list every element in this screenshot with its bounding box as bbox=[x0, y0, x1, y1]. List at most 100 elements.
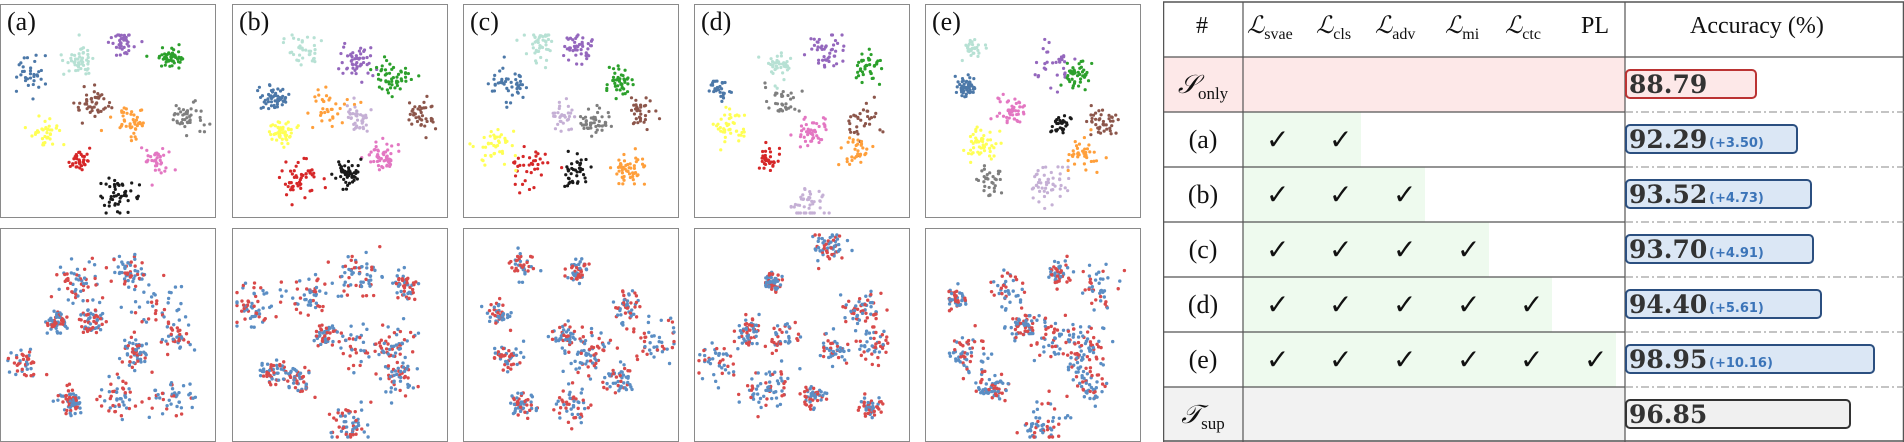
scatter-point bbox=[392, 330, 397, 335]
scatter-point bbox=[125, 111, 129, 115]
scatter-point bbox=[414, 280, 418, 284]
scatter-point bbox=[509, 311, 513, 315]
scatter-point bbox=[1091, 345, 1096, 350]
scatter-point bbox=[964, 79, 969, 83]
scatter-point bbox=[788, 56, 793, 60]
scatter-point bbox=[793, 107, 797, 111]
scatter-point bbox=[286, 184, 290, 189]
scatter-point bbox=[980, 389, 985, 393]
scatter-point bbox=[638, 119, 642, 123]
scatter-point bbox=[171, 118, 175, 122]
scatter-point bbox=[1070, 77, 1074, 81]
scatter-point bbox=[41, 143, 45, 147]
scatter-point bbox=[417, 115, 421, 119]
scatter-point bbox=[858, 153, 863, 157]
scatter-point bbox=[74, 292, 78, 296]
scatter-point bbox=[724, 105, 728, 109]
scatter-point bbox=[608, 385, 612, 389]
scatter-point bbox=[62, 72, 66, 76]
scatter-point bbox=[63, 272, 67, 277]
scatter-point bbox=[569, 331, 573, 335]
scatter-point bbox=[1049, 86, 1053, 90]
scatter-point bbox=[666, 318, 671, 323]
scatter-point bbox=[1088, 150, 1092, 154]
scatter-point bbox=[869, 312, 873, 316]
scatter-point bbox=[510, 143, 514, 148]
scatter-point bbox=[69, 257, 74, 261]
scatter-point bbox=[513, 174, 518, 178]
scatter-point bbox=[851, 138, 855, 142]
scatter-point bbox=[346, 183, 350, 187]
scatter-point bbox=[783, 339, 787, 344]
scatter-point bbox=[153, 168, 158, 172]
scatter-point bbox=[77, 161, 82, 165]
scatter-point bbox=[76, 105, 80, 109]
scatter-point bbox=[166, 321, 171, 326]
scatter-point bbox=[856, 132, 860, 136]
scatter-point bbox=[764, 372, 768, 376]
scatter-point bbox=[319, 342, 323, 347]
scatter-point bbox=[989, 289, 994, 294]
scatter-point bbox=[573, 359, 577, 364]
scatter-point bbox=[586, 47, 590, 51]
scatter-point bbox=[1062, 72, 1067, 77]
scatter-point bbox=[97, 324, 101, 328]
scatter-point bbox=[22, 69, 26, 73]
scatter-point bbox=[56, 393, 60, 398]
scatter-point bbox=[304, 48, 308, 52]
scatter-point bbox=[165, 403, 169, 408]
scatter-point bbox=[822, 55, 826, 59]
scatter-point bbox=[655, 348, 660, 352]
scatter-point bbox=[126, 199, 130, 203]
scatter-point bbox=[350, 71, 354, 75]
scatter-point bbox=[617, 389, 621, 393]
scatter-point bbox=[774, 348, 779, 353]
scatter-point bbox=[80, 168, 84, 172]
scatter-point bbox=[844, 319, 848, 324]
scatter-point bbox=[297, 53, 302, 57]
scatter-point bbox=[968, 76, 972, 80]
scatter-point bbox=[708, 361, 713, 366]
scatter-point bbox=[778, 402, 783, 407]
tsne-scatter bbox=[468, 33, 662, 195]
scatter-point bbox=[569, 127, 574, 131]
scatter-point bbox=[642, 120, 646, 124]
scatter-point bbox=[259, 286, 263, 290]
scatter-point bbox=[1085, 391, 1089, 395]
scatter-point bbox=[1006, 289, 1010, 293]
scatter-point bbox=[278, 126, 283, 130]
scatter-point bbox=[997, 291, 1001, 296]
scatter-point bbox=[312, 56, 316, 61]
scatter-point bbox=[1078, 325, 1083, 329]
scatter-point bbox=[91, 325, 95, 330]
scatter-point bbox=[754, 329, 759, 334]
scatter-point bbox=[1100, 377, 1104, 381]
scatter-point bbox=[969, 139, 974, 144]
scatter-point bbox=[802, 211, 806, 215]
scatter-point bbox=[281, 99, 285, 103]
scatter-point bbox=[1066, 365, 1071, 369]
scatter-point bbox=[831, 238, 836, 242]
scatter-point bbox=[109, 35, 113, 40]
scatter-point bbox=[357, 49, 361, 53]
scatter-point bbox=[152, 292, 156, 296]
scatter-point bbox=[502, 82, 506, 86]
scatter-point bbox=[856, 149, 860, 153]
scatter-point bbox=[822, 246, 827, 250]
scatter-point bbox=[86, 67, 90, 71]
scatter-point bbox=[1061, 66, 1066, 70]
scatter-point bbox=[812, 121, 816, 125]
scatter-point bbox=[568, 396, 572, 400]
scatter-point bbox=[365, 266, 369, 270]
scatter-point bbox=[567, 58, 571, 62]
scatter-point bbox=[182, 112, 187, 116]
scatter-point bbox=[399, 77, 403, 81]
scatter-point bbox=[84, 281, 89, 286]
scatter-point bbox=[342, 283, 346, 287]
scatter-point bbox=[857, 299, 861, 304]
scatter-point bbox=[1042, 173, 1046, 177]
scatter-point bbox=[284, 289, 288, 293]
scatter-point bbox=[796, 203, 800, 207]
scatter-point bbox=[624, 387, 629, 392]
scatter-point bbox=[632, 164, 636, 168]
